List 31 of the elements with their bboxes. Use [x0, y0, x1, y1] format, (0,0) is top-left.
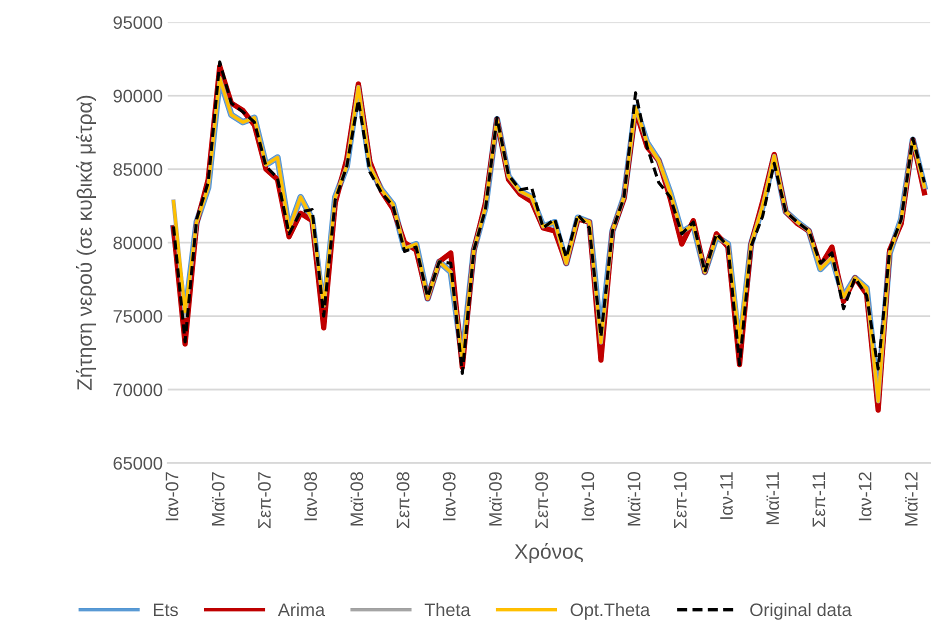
x-tick-label: Μαϊ-10 [628, 472, 640, 526]
x-tick-label: Σεπ-10 [674, 472, 687, 528]
legend-label: Theta [424, 602, 470, 616]
legend-label: Arima [278, 602, 326, 616]
x-tick-label: Σεπ-09 [535, 472, 548, 528]
x-tick-label: Σεπ-08 [396, 472, 410, 528]
x-tick-label: Ιαν-10 [581, 472, 594, 520]
x-tick-label: Ιαν-12 [858, 472, 872, 520]
legend-label: Original data [750, 602, 852, 620]
x-tick-label: Ιαν-08 [304, 472, 317, 520]
x-tick-label: Σεπ-07 [258, 472, 271, 528]
x-tick-label: Ιαν-07 [166, 472, 178, 520]
legend-label: Opt.Theta [570, 602, 650, 620]
x-tick-label: Μαϊ-11 [766, 472, 780, 524]
x-tick-label: Μαϊ-12 [904, 472, 918, 526]
y-tick-label: 75000 [114, 310, 162, 323]
x-tick-label: Μαϊ-08 [350, 472, 364, 526]
x-tick-label: Ιαν-09 [442, 472, 456, 520]
legend-label: Ets [154, 604, 178, 616]
x-tick-label: Μαϊ-09 [489, 472, 502, 526]
y-tick-label: 85000 [113, 163, 162, 176]
y-tick-label: 65000 [114, 456, 162, 470]
y-tick-label: 90000 [114, 90, 162, 102]
y-tick-label: 70000 [114, 383, 162, 396]
y-axis-title: Ζήτηση νερού (σε κυβικά μέτρα) [76, 96, 96, 390]
y-tick-label: 95000 [114, 16, 162, 29]
y-tick-label: 80000 [113, 236, 162, 250]
x-tick-label: Σεπ-11 [812, 472, 826, 527]
x-tick-label: Ιαν-11 [720, 472, 733, 519]
x-axis-title: Χρόνος [514, 542, 583, 564]
x-tick-label: Μαϊ-07 [212, 472, 225, 526]
